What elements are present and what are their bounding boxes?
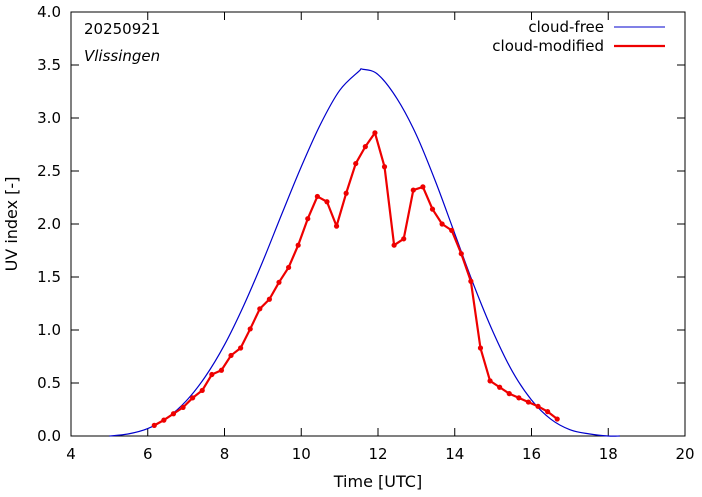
y-tick-label: 3.5	[37, 56, 61, 74]
y-tick-label: 1.5	[37, 268, 61, 286]
y-tick-label: 4.0	[37, 3, 61, 21]
x-tick-label: 10	[292, 445, 311, 463]
x-tick-label: 16	[522, 445, 541, 463]
data-point-cloud-modified	[324, 199, 330, 205]
data-point-cloud-modified	[190, 395, 196, 401]
data-point-cloud-modified	[170, 411, 177, 417]
data-point-cloud-modified	[391, 242, 397, 248]
plot-frame	[70, 11, 686, 437]
data-point-cloud-modified	[506, 391, 512, 397]
data-point-cloud-modified	[199, 387, 205, 394]
date-label: 20250921	[84, 20, 160, 38]
data-point-cloud-modified	[218, 367, 225, 373]
data-point-cloud-modified	[497, 384, 503, 390]
data-point-cloud-modified	[276, 279, 282, 285]
legend-label-cloud-free: cloud-free	[528, 18, 604, 36]
data-point-cloud-modified	[554, 416, 560, 422]
data-point-cloud-modified	[410, 187, 416, 193]
data-point-cloud-modified	[343, 190, 349, 196]
data-point-cloud-modified	[372, 130, 378, 136]
x-tick-label: 20	[675, 445, 694, 463]
data-point-cloud-modified	[247, 326, 253, 332]
data-point-cloud-modified	[525, 399, 532, 405]
data-point-cloud-modified	[333, 223, 340, 229]
series-line-cloud-free	[109, 68, 620, 437]
x-tick-label: 14	[445, 445, 464, 463]
series-line-cloud-modified	[153, 131, 558, 427]
data-point-cloud-modified	[420, 184, 426, 190]
data-point-cloud-modified	[545, 409, 551, 415]
axis-ticks: 4 6 8 10 12 14 16 18 20 0.0 0.5 1.0 1.5 2.0 2.5 3.0 3.5 4…	[37, 3, 694, 463]
x-tick-label: 4	[66, 445, 76, 463]
legend-label-cloud-modified: cloud-modified	[492, 37, 604, 55]
data-point-cloud-modified	[180, 404, 186, 410]
data-point-cloud-modified	[362, 144, 368, 150]
data-point-cloud-modified	[458, 251, 464, 257]
legend: cloud-free cloud-modified	[492, 18, 665, 55]
data-point-cloud-modified	[305, 216, 311, 222]
data-point-cloud-modified	[295, 242, 301, 248]
data-point-cloud-modified	[477, 345, 484, 351]
y-tick-label: 1.0	[37, 321, 61, 339]
data-point-cloud-modified	[161, 417, 167, 423]
x-tick-label: 8	[220, 445, 230, 463]
y-tick-label: 2.0	[37, 215, 61, 233]
y-tick-label: 3.0	[37, 109, 61, 127]
data-point-cloud-modified	[535, 403, 541, 409]
y-tick-label: 2.5	[37, 162, 61, 180]
data-point-cloud-modified	[228, 352, 234, 359]
x-axis-title: Time [UTC]	[333, 472, 422, 491]
data-point-cloud-modified	[516, 395, 522, 401]
data-point-cloud-modified	[468, 278, 474, 284]
x-tick-label: 18	[599, 445, 618, 463]
data-point-cloud-modified	[209, 371, 215, 378]
data-point-cloud-modified	[151, 422, 157, 428]
y-tick-label: 0.5	[37, 374, 61, 392]
location-label: Vlissingen	[84, 47, 160, 65]
data-point-cloud-modified	[238, 345, 244, 351]
data-point-cloud-modified	[314, 193, 320, 200]
data-point-cloud-modified	[353, 160, 359, 167]
y-axis-title: UV index [-]	[2, 177, 21, 272]
data-point-cloud-modified	[439, 221, 445, 227]
data-point-cloud-modified	[285, 264, 292, 271]
x-tick-label: 12	[368, 445, 387, 463]
data-point-cloud-modified	[401, 236, 407, 242]
data-point-cloud-modified	[381, 164, 388, 170]
data-point-cloud-modified	[429, 206, 436, 212]
data-point-cloud-modified	[487, 378, 493, 384]
data-point-cloud-modified	[449, 227, 455, 233]
data-point-cloud-modified	[257, 306, 263, 312]
x-tick-label: 6	[143, 445, 153, 463]
series-layer	[109, 68, 620, 437]
y-tick-label: 0.0	[37, 427, 61, 445]
data-point-cloud-modified	[266, 296, 272, 302]
